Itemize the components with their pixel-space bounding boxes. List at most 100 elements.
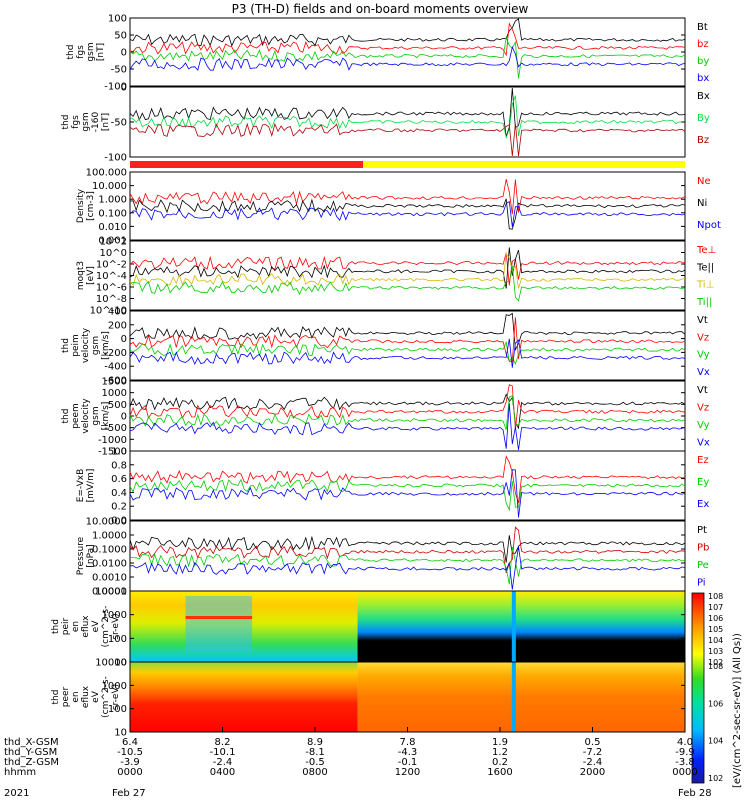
legend-entry: Vy [697,350,710,361]
y-axis-label-line: peem [71,403,81,429]
y-axis-label-line: fgs [71,115,81,129]
y-axis-label-line: thd [66,45,76,60]
colorbar-tick-label: 102 [708,658,723,667]
legend-entry: Vx [697,367,710,378]
legend-entry: Vx [697,438,710,449]
y-tick-label: 1000 [102,681,127,692]
y-tick-label: 10^0 [100,248,127,259]
y-axis-label-line: gsm [91,336,101,355]
y-axis-label-line: eV [91,620,101,633]
mode-bar [130,161,685,168]
y-tick-label: -1500 [98,447,127,458]
y-axis-label-line: (cm^2-s- [101,676,111,718]
y-tick-label: 0.8 [111,460,127,471]
ephemeris-value: 0000 [672,767,697,778]
series-line-3 [129,338,686,368]
series-line-0 [129,393,686,430]
panel-temperature: 10^210^010^-210^-410^-610^-810^-10 moqt3[… [76,237,716,317]
y-tick-label: 0.001 [98,236,127,247]
series-line-2 [129,395,686,430]
ephemeris-table: thd_X-GSM 6.4 8.2 8.9 7.8 1.9 0.5 4.0 thd_Y-GSM -… [4,727,698,778]
y-tick-label: -400 [104,362,127,373]
y-tick-label: 0.0001 [92,587,127,598]
y-tick-label: 0 [121,334,127,345]
legend-entry: Vy [697,420,710,431]
spectrogram-fill-0 [130,662,358,732]
panel-density: 100.000 10.000 1.000 0.100 0.010 0.001 Density… [76,168,721,247]
end-date-label: Feb 28 [678,788,712,799]
panel-frame [129,450,686,521]
y-tick-label: -1000 [98,435,127,446]
spectrogram-crossing [511,662,516,732]
y-tick-label: 1500 [102,377,127,388]
y-tick-label: 10000 [95,658,127,669]
panel-frame [129,86,686,158]
y-tick-label: 10000 [95,587,127,598]
y-tick-label: 10^-10 [90,306,127,317]
y-tick-label: 10^-6 [96,283,127,294]
series-line-2 [129,36,686,79]
y-axis-label-line: thd [61,338,71,353]
y-tick-label: 0.0100 [92,559,127,570]
legend-entry: bx [697,73,709,84]
colorbar-tick-label: 106 [708,699,723,708]
y-axis-label-line: peim [71,334,81,357]
ephemeris-value: 0.5 [585,737,601,748]
series-line-1 [129,95,686,140]
y-tick-label: 100.000 [86,168,127,179]
series-line-0 [129,455,686,504]
colorbar-tick-label: 104 [708,636,723,645]
y-tick-label: 0.100 [98,208,127,219]
y-tick-label: -100 [104,82,127,93]
y-tick-label: 10 [114,728,127,739]
y-tick-label: 1.0 [111,447,127,458]
panel-frame [129,171,686,241]
series-line-2 [129,252,686,289]
y-axis-label-line: velocity [81,398,91,434]
y-axis-label-line: [km/s] [101,331,111,360]
y-tick-label: 1.0000 [92,531,127,542]
colorbar-tick-label: 106 [708,614,723,623]
ephemeris-value: 7.8 [400,737,416,748]
series-line-1 [129,384,686,430]
y-tick-label: -50 [111,65,127,76]
y-axis-label-line: [km/s] [101,402,111,431]
panel-pressure: 10.0000 1.0000 0.1000 0.0100 0.0010 0.0001 Pre… [76,517,709,598]
series-line-1 [129,198,686,230]
ephemeris-value: 1.9 [492,737,508,748]
y-axis-label-line: thd [61,409,71,424]
figure-title: P3 (TH-D) fields and on-board moments ov… [232,2,529,16]
panel-peer-spec: 10000 1000 100 10 thd peer en eflux eV (cm^2-s-sr… [51,658,686,739]
y-tick-label: 0.6 [111,474,127,485]
ephemeris-value: -7.2 [583,747,603,758]
legend-entry: Pb [697,543,709,554]
colorbar-tick-label: 107 [708,603,723,612]
y-axis-label-line: (cm^2-s- [101,606,111,648]
ephemeris-value: 8.9 [307,737,323,748]
y-tick-label: 10^-8 [96,294,127,305]
y-axis-label-line: gsm [91,406,101,425]
y-axis-label-line: [nPa] [86,544,96,567]
ephemeris-value: -10.5 [117,747,143,758]
legend-entry: Ey [697,477,709,488]
y-axis-label-line: gsm [81,112,91,131]
ephemeris-row-label: thd_Z-GSM [4,757,59,768]
legend-entry: Ne [697,176,711,187]
series-line-3 [129,403,686,451]
ephemeris-value: 1600 [487,767,512,778]
ephemeris-row-label: thd_X-GSM [4,737,59,748]
ephemeris-value: 2000 [580,767,605,778]
mode-bar-segment-red [130,161,363,168]
colorbar-tick-label: 105 [708,625,723,634]
ephemeris-value: -2.4 [213,757,233,768]
series-line-1 [129,317,686,363]
y-tick-label: 500 [108,400,127,411]
legend-entry: Pi [697,578,706,589]
y-axis-label-line: thd [51,619,61,634]
y-axis-label-line: eflux [81,615,91,638]
y-tick-label: 10 [114,658,127,669]
ephemeris-value: 1.2 [492,747,508,758]
legend-entry: Bx [697,91,710,102]
y-tick-label: 1000 [102,388,127,399]
